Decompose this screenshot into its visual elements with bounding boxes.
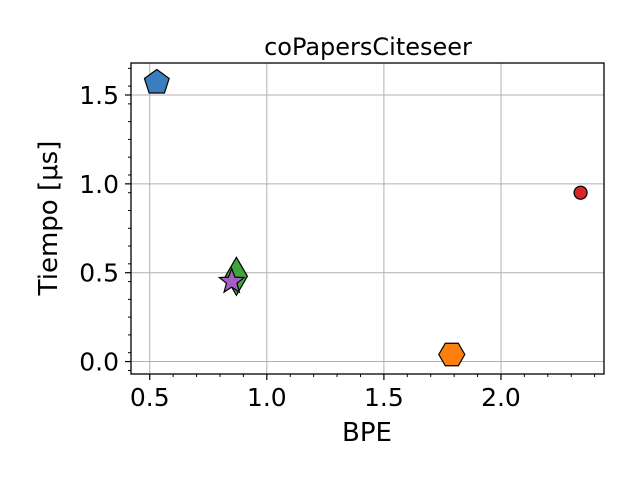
x-axis-ticks: 0.5 1.0 1.5 2.0 — [130, 374, 521, 412]
data-point-circle — [573, 185, 588, 200]
x-tick-label: 1.0 — [247, 383, 287, 412]
y-axis-label: Tiempo [μs] — [34, 141, 64, 297]
data-point-hexagon — [438, 342, 466, 367]
x-tick-label: 2.0 — [481, 383, 521, 412]
minor-ticks — [128, 67, 596, 377]
y-tick-label: 1.5 — [79, 81, 119, 110]
chart-title: coPapersCiteseer — [264, 33, 472, 61]
data-point-pentagon — [143, 68, 170, 94]
x-axis-label: BPE — [342, 418, 392, 448]
grid-lines — [131, 63, 604, 374]
x-tick-label: 1.5 — [364, 383, 404, 412]
data-points — [143, 68, 588, 367]
data-point-star — [217, 266, 246, 294]
y-tick-label: 0.5 — [79, 259, 119, 288]
y-tick-label: 1.0 — [79, 170, 119, 199]
x-tick-label: 0.5 — [130, 383, 170, 412]
plot-frame — [130, 62, 605, 375]
y-axis-ticks: 0.0 0.5 1.0 1.5 — [79, 81, 131, 377]
y-tick-label: 0.0 — [79, 348, 119, 377]
